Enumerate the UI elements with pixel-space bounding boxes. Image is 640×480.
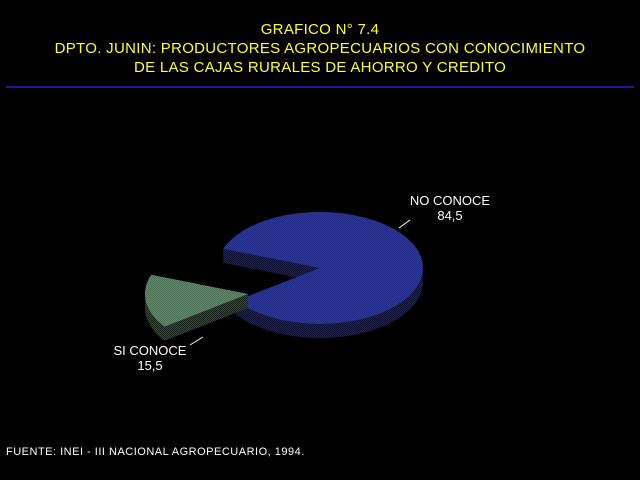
- pie-slice-cut-face-texture-0: [223, 248, 320, 282]
- slice-label-no-conoce: NO CONOCE: [410, 193, 491, 208]
- slice-label-si-conoce: SI CONOCE: [114, 343, 187, 358]
- pie-slice-side-texture: [145, 294, 165, 341]
- leader-line-no-conoce: [398, 219, 411, 229]
- source-note: FUENTE: INEI - III NACIONAL AGROPECUARIO…: [6, 446, 305, 458]
- chart-title-line-2: DPTO. JUNIN: PRODUCTORES AGROPECUARIOS C…: [54, 40, 586, 57]
- pie-slice-cut-face-texture-0: [164, 294, 248, 341]
- pie-slice-side-texture: [236, 270, 423, 338]
- pie-slice-top-texture: [144, 274, 248, 327]
- slice-value-no-conoce: 84,5: [437, 208, 462, 223]
- pie-slices: [144, 211, 423, 341]
- pie-slice-top-texture: [223, 211, 423, 324]
- leader-line-si-conoce: [189, 336, 204, 346]
- chart-title-line-1: GRAFICO N° 7.4: [260, 21, 380, 38]
- slice-value-si-conoce: 15,5: [137, 358, 162, 373]
- chart-title-line-3: DE LAS CAJAS RURALES DE AHORRO Y CREDITO: [133, 59, 507, 76]
- pie-slice-no-conoce: [223, 211, 423, 338]
- title-divider: [6, 86, 634, 88]
- pie-slice-si-conoce: [144, 274, 248, 341]
- chart-title: GRAFICO N° 7.4 DPTO. JUNIN: PRODUCTORES …: [0, 20, 640, 77]
